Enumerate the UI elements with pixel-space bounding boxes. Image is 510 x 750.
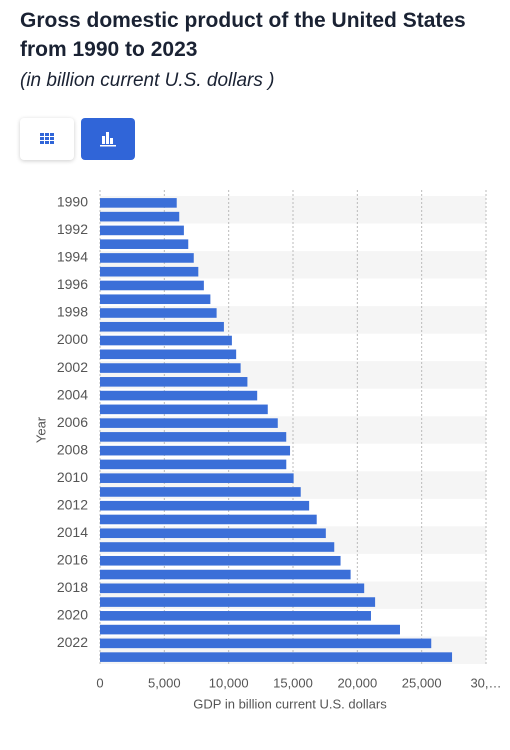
y-axis-label: Year xyxy=(33,416,48,443)
x-tick-label: 15,000 xyxy=(273,675,313,690)
bar xyxy=(100,542,335,552)
bar xyxy=(100,459,287,470)
bar xyxy=(100,335,232,346)
bar xyxy=(100,583,365,594)
y-tick-label: 2008 xyxy=(57,441,88,457)
y-tick-label: 2004 xyxy=(57,386,88,402)
y-tick-label: 2018 xyxy=(57,579,88,595)
y-tick-label: 2006 xyxy=(57,414,88,430)
bar xyxy=(100,253,194,263)
y-tick-label: 2002 xyxy=(57,359,88,375)
bar xyxy=(100,569,351,580)
y-tick-label: 1992 xyxy=(57,221,88,237)
bar xyxy=(100,445,291,456)
x-tick-label: 25,000 xyxy=(402,675,442,690)
bar xyxy=(100,638,432,649)
bar xyxy=(100,363,241,373)
bar xyxy=(100,555,341,566)
bar xyxy=(100,514,317,525)
y-tick-label: 2010 xyxy=(57,469,88,485)
x-tick-label: 0 xyxy=(96,675,103,690)
table-view-button[interactable] xyxy=(20,118,74,160)
chart-icon xyxy=(100,132,116,147)
y-tick-label: 1994 xyxy=(57,249,88,265)
y-tick-label: 1998 xyxy=(57,304,88,320)
table-icon xyxy=(40,133,54,144)
bar xyxy=(100,404,268,415)
bar xyxy=(100,198,177,208)
y-tick-label: 2014 xyxy=(57,524,88,540)
y-tick-label: 2012 xyxy=(57,496,88,512)
bar xyxy=(100,611,371,621)
bar xyxy=(100,266,199,277)
y-tick-label: 2000 xyxy=(57,331,88,347)
y-tick-label: 2020 xyxy=(57,607,88,623)
bar xyxy=(100,211,180,222)
bar xyxy=(100,487,301,497)
bar xyxy=(100,500,310,511)
x-axis-label: GDP in billion current U.S. dollars xyxy=(193,696,387,711)
chart-view-button[interactable] xyxy=(81,118,135,160)
bar xyxy=(100,377,248,387)
title: Gross domestic product of the United Sta… xyxy=(20,9,466,61)
y-tick-label: 2016 xyxy=(57,551,88,567)
x-tick-label: 30,… xyxy=(470,675,501,690)
bar xyxy=(100,597,376,607)
y-tick-label: 1996 xyxy=(57,276,88,292)
bar xyxy=(100,349,237,360)
bar xyxy=(100,652,453,662)
bar xyxy=(100,432,287,442)
subtitle: (in billion current U.S. dollars ) xyxy=(20,70,275,91)
x-tick-label: 5,000 xyxy=(148,675,181,690)
x-tick-label: 20,000 xyxy=(337,675,377,690)
bar xyxy=(100,239,189,249)
bar xyxy=(100,280,204,291)
y-tick-label: 1990 xyxy=(57,194,88,210)
y-tick-label: 2022 xyxy=(57,634,88,650)
bar xyxy=(100,225,184,236)
bar xyxy=(100,321,224,332)
bar xyxy=(100,294,211,305)
bar xyxy=(100,528,326,539)
bar xyxy=(100,308,217,318)
bar xyxy=(100,624,400,635)
x-tick-label: 10,000 xyxy=(209,675,249,690)
bar xyxy=(100,473,294,483)
bar xyxy=(100,418,278,428)
bar xyxy=(100,390,258,401)
